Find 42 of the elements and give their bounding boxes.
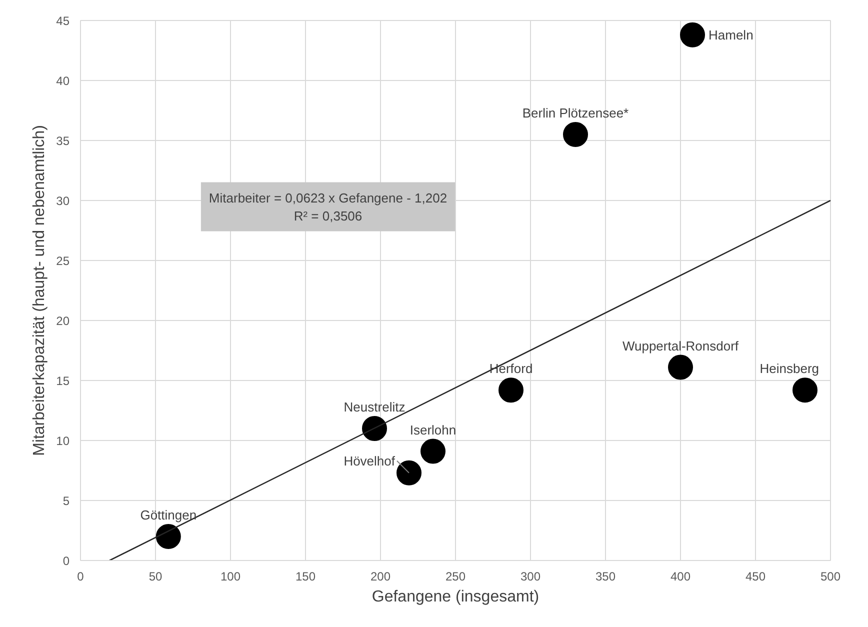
- point: [156, 524, 181, 549]
- y-tick-label: 10: [56, 434, 70, 448]
- x-tick-label: 150: [295, 570, 316, 584]
- x-tick-label: 450: [745, 570, 766, 584]
- annotation: Hövelhof: [344, 453, 396, 468]
- x-tick-label: 250: [445, 570, 466, 584]
- point: [396, 460, 422, 486]
- y-tick-label: 30: [56, 194, 70, 208]
- point: [680, 22, 705, 48]
- y-tick-label: 20: [56, 314, 70, 328]
- annotation: Mitarbeiter = 0,0623 x Gefangene - 1,202 R² = 0,3506: [208, 190, 448, 224]
- y-tick-label: 45: [56, 14, 70, 28]
- x-tick-label: 200: [370, 570, 391, 584]
- x-tick-label: 400: [670, 570, 691, 584]
- annotation: Göttingen: [140, 508, 197, 522]
- annotation: Iserlohn: [410, 422, 456, 438]
- point: [668, 354, 693, 380]
- annotation: Heinsberg: [760, 361, 820, 376]
- point: [563, 122, 588, 147]
- point: [362, 416, 387, 441]
- x-tick-label: 300: [520, 570, 541, 584]
- x-tick-label: 500: [820, 570, 841, 584]
- y-tick-label: 0: [62, 554, 70, 568]
- x-tick-label: 50: [148, 570, 162, 584]
- y-tick-label: 15: [56, 374, 70, 388]
- annotation: Hameln: [708, 27, 754, 42]
- point: [792, 378, 818, 403]
- y-tick-label: 35: [56, 134, 70, 148]
- point: [498, 378, 524, 403]
- annotation: Berlin Plötzensee*: [522, 106, 629, 120]
- y-tick-label: 40: [56, 74, 70, 88]
- y-tick-label: 25: [56, 254, 70, 268]
- x-tick-label: 0: [77, 570, 84, 584]
- x-tick-label: 350: [595, 570, 616, 584]
- annotation: Neustrelitz: [344, 400, 406, 414]
- annotation: Herford: [489, 361, 533, 376]
- y-axis-title: Mitarbeiterkapazität (haupt- und nebenamtlich): [31, 125, 48, 456]
- point: [420, 438, 446, 464]
- x-tick-label: 100: [220, 570, 241, 584]
- y-tick-label: 5: [62, 494, 70, 508]
- annotation: Wuppertal-Ronsdorf: [622, 338, 739, 354]
- x-axis-title: Gefangene (insgesamt): [372, 588, 540, 606]
